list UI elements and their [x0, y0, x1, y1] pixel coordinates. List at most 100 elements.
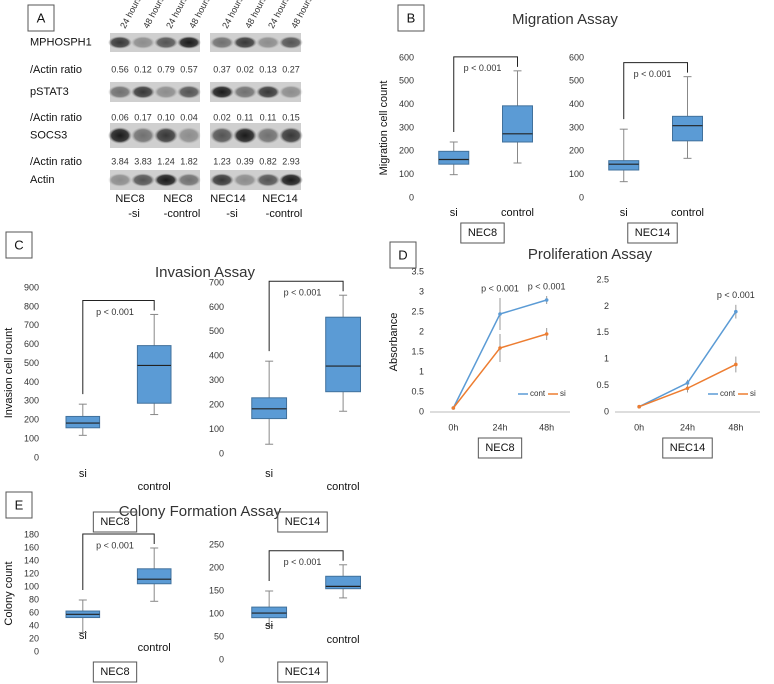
y-tick-label: 50: [214, 631, 224, 641]
panel-label: B: [407, 10, 416, 25]
x-tick-label: 0h: [448, 422, 458, 432]
y-tick-label: 400: [569, 99, 584, 109]
blot-band: [177, 127, 201, 144]
significance-bracket: [82, 533, 155, 590]
ratio: 0.57: [180, 64, 198, 74]
panel-label: D: [398, 247, 407, 262]
box: [325, 575, 362, 590]
ratio: 0.04: [180, 112, 198, 122]
time-label: 24 hours: [118, 0, 144, 30]
box: [325, 316, 362, 393]
y-tick-label: 500: [209, 326, 224, 336]
blot-band: [256, 36, 280, 49]
x-label-box: [477, 437, 523, 459]
y-tick-label: 600: [399, 52, 414, 62]
category-label: si: [265, 468, 273, 480]
x-axis-label: NEC8: [485, 442, 514, 454]
ratio: 0.02: [213, 112, 231, 122]
lane-label: -control: [164, 208, 201, 220]
y-axis-label: Absorbance: [388, 313, 400, 372]
protein-name: SOCS3: [30, 129, 67, 141]
blot-band: [154, 173, 178, 187]
ratio: 3.83: [134, 156, 152, 166]
y-tick-label: 100: [24, 581, 39, 591]
time-label: 24 hours: [220, 0, 246, 30]
x-axis-label: NEC8: [100, 516, 129, 528]
y-tick-label: 180: [24, 529, 39, 539]
lane-label: -si: [226, 208, 238, 220]
significance-bracket: [82, 299, 155, 395]
y-tick-label: 700: [24, 320, 39, 330]
point: [544, 332, 549, 336]
x-axis-label: NEC8: [468, 227, 497, 239]
ratio: 0.39: [236, 156, 254, 166]
y-tick-label: 200: [209, 400, 224, 410]
y-tick-label: 100: [209, 608, 224, 618]
y-tick-label: 200: [24, 415, 39, 425]
ratio: 0.37: [213, 64, 231, 74]
ratio: 0.27: [282, 64, 300, 74]
y-tick-label: 900: [24, 282, 39, 292]
y-tick-label: 100: [24, 433, 39, 443]
y-tick-label: 120: [24, 568, 39, 578]
protein-name: MPHOSPH1: [30, 36, 92, 48]
y-tick-label: 200: [399, 146, 414, 156]
ratio: 0.82: [259, 156, 277, 166]
p-value: p < 0.001: [96, 307, 134, 317]
y-tick-label: 300: [569, 122, 584, 132]
panel-label-box: [27, 4, 55, 32]
blot-band: [154, 85, 178, 99]
box: [251, 397, 288, 420]
y-tick-label: 600: [569, 52, 584, 62]
point: [734, 309, 738, 314]
significance-bracket: [268, 550, 344, 581]
y-axis-label: Colony count: [3, 561, 15, 625]
y-tick-label: 100: [569, 169, 584, 179]
p-value: p < 0.001: [96, 540, 134, 550]
ratio-label: /Actin ratio: [30, 64, 82, 76]
point: [685, 381, 690, 385]
blot-band: [233, 85, 257, 99]
ratio: 0.06: [111, 112, 129, 122]
lane-label: -si: [128, 208, 140, 220]
ratio: 3.84: [111, 156, 129, 166]
significance-bracket: [623, 62, 688, 120]
y-tick-label: 400: [399, 99, 414, 109]
category-label: si: [79, 468, 87, 480]
ratio: 0.10: [157, 112, 175, 122]
y-tick-label: 1: [604, 354, 609, 364]
y-tick-label: 1: [419, 366, 424, 376]
blot-band: [279, 127, 303, 144]
y-tick-label: 0.5: [596, 380, 609, 390]
blot-band: [279, 173, 303, 187]
x-axis-label: NEC14: [670, 442, 705, 454]
x-label-box: [460, 222, 505, 244]
y-tick-label: 20: [29, 633, 39, 643]
ratio: 0.79: [157, 64, 175, 74]
p-value: p < 0.001: [284, 288, 322, 298]
ratio: 0.13: [259, 64, 277, 74]
blot-band: [256, 127, 280, 144]
blot-band: [210, 85, 234, 99]
blot-band: [108, 85, 132, 99]
lane-label: NEC8: [115, 193, 144, 205]
category-label: control: [138, 481, 171, 493]
blot-band: [108, 173, 132, 187]
point: [544, 298, 549, 302]
y-tick-label: 300: [24, 396, 39, 406]
point: [637, 404, 641, 409]
panel-label-box: [397, 4, 425, 32]
time-label: 48 hours: [187, 0, 213, 30]
x-label-box: [277, 511, 328, 533]
y-tick-label: 140: [24, 555, 39, 565]
blot-band: [210, 127, 234, 144]
x-axis-label: NEC14: [635, 227, 670, 239]
panel-label-box: [389, 241, 417, 269]
panel-title: Invasion Assay: [155, 264, 256, 281]
lane-label: NEC8: [163, 193, 192, 205]
y-tick-label: 0: [219, 654, 224, 664]
x-tick-label: 24h: [680, 422, 695, 432]
blot-band: [154, 36, 178, 49]
panel-label-box: [5, 231, 33, 259]
ratio: 0.11: [260, 112, 277, 122]
